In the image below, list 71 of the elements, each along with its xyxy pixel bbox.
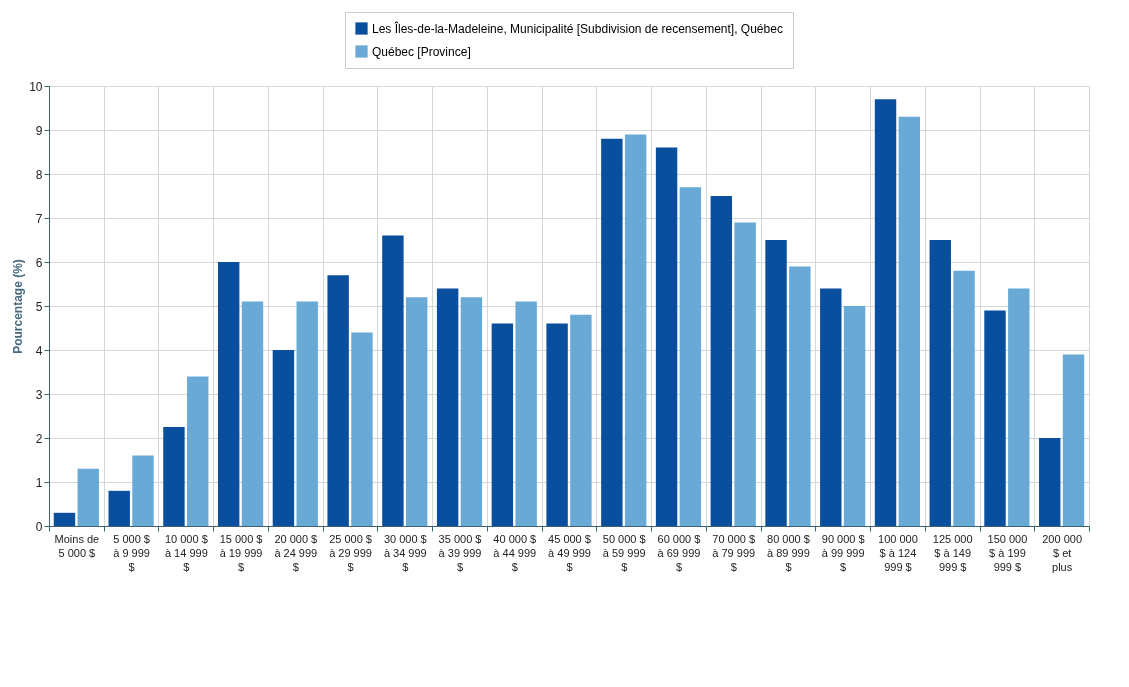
bar [953,270,975,526]
bar [132,455,154,526]
y-tick-label: 3 [35,387,43,402]
x-tick-label: 90 000 $ à 99 999 $ [821,532,865,573]
bar [874,99,897,526]
y-tick-label: 7 [35,211,43,226]
x-tick-label: Moins de 5 000 $ [54,532,100,559]
bar [491,323,514,526]
bar [163,427,185,526]
bar [679,187,702,526]
y-tick-label: 2 [35,431,43,446]
bar [1062,354,1085,526]
x-tick-label: 150 000 $ à 199 999 $ [987,532,1028,573]
x-tick-label: 5 000 $ à 9 999 $ [113,532,150,573]
x-tick-label: 45 000 $ à 49 999 $ [548,532,591,573]
bar [570,314,592,526]
bar [624,134,647,526]
x-tick-label: 50 000 $ à 59 999 $ [602,532,646,573]
bar [241,301,264,526]
bar [515,301,537,526]
x-tick-label: 35 000 $ à 39 999 $ [438,532,482,573]
bar [272,350,295,526]
legend-label: Les Îles-de-la-Madeleine, Municipalité [Subdivision de recensement], Québec [372,20,783,36]
bar [217,262,240,526]
bar [546,323,568,526]
bar [734,222,756,526]
bar [789,266,811,526]
x-tick-label: 30 000 $ à 34 999 $ [383,532,427,573]
x-tick-label: 80 000 $ à 89 999 $ [767,532,810,573]
bar [77,468,99,526]
bar [351,332,373,526]
bar [327,275,349,526]
bar [1008,288,1030,526]
bar [436,288,459,526]
bar [765,240,787,526]
y-tick-label: 8 [35,167,43,182]
legend-label: Québec [Province] [372,44,471,59]
x-tick-label: 70 000 $ à 79 999 $ [712,532,756,573]
x-tick-label: 25 000 $ à 29 999 $ [329,532,372,573]
bar [296,301,318,526]
x-tick-label: 10 000 $ à 14 999 $ [164,532,208,573]
bar [984,310,1006,526]
bar [187,376,209,526]
bar [843,306,866,526]
x-tick-label: 40 000 $ à 44 999 $ [493,532,537,573]
y-axis-title: Pourcentage (%) [11,259,26,354]
bar [53,512,76,526]
y-tick-label: 0 [35,519,43,534]
x-tick-label: 200 000 $ et plus [1042,532,1083,573]
x-tick-label: 125 000 $ à 149 999 $ [932,532,973,573]
y-tick-label: 10 [29,79,43,94]
bar [898,116,921,526]
y-tick-label: 6 [35,255,43,270]
y-tick-label: 1 [35,475,43,490]
bar [601,138,623,526]
x-tick-label: 60 000 $ à 69 999 $ [657,532,701,573]
bar [655,147,678,526]
bar [820,288,842,526]
bar [929,240,951,526]
bar [382,235,404,526]
y-tick-label: 4 [35,343,43,358]
y-tick-label: 9 [35,123,43,138]
bar [405,297,428,526]
x-tick-label: 20 000 $ à 24 999 $ [274,532,318,573]
bar [1039,438,1061,526]
bar [460,297,483,526]
bar [710,196,733,526]
x-tick-label: 15 000 $ à 19 999 $ [219,532,263,573]
bar [108,490,130,526]
y-tick-label: 5 [35,299,43,314]
x-tick-label: 100 000 $ à 124 999 $ [878,532,918,573]
